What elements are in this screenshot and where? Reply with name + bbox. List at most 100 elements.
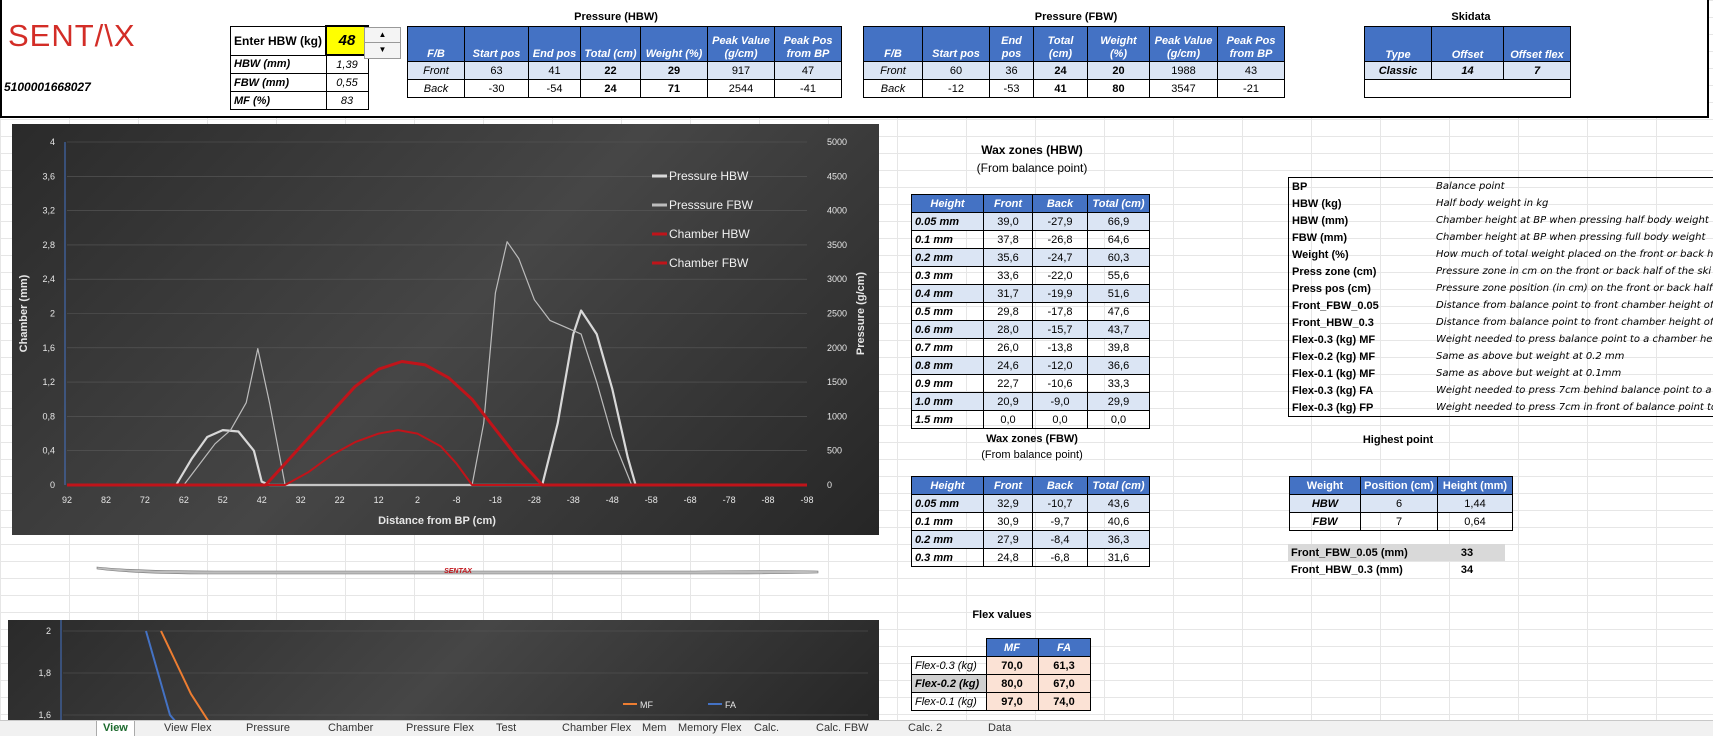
sheet-tab[interactable]: Mem [642, 722, 667, 734]
table-cell: 22 [580, 61, 641, 80]
y2-tick-label: 4500 [827, 171, 847, 181]
sheet-tab[interactable]: View Flex [164, 722, 212, 734]
table-cell: 3547 [1149, 79, 1218, 98]
y2-axis-title: Pressure (g/cm) [855, 272, 867, 355]
glossary-definition: Same as above but weight at 0.1mm [1436, 368, 1622, 379]
sheet-tab[interactable]: Calc. 2 [908, 722, 943, 734]
glossary-definition: Half body weight in kg [1436, 198, 1549, 209]
table-cell: -53 [989, 79, 1034, 98]
table-cell: 0.6 mm [911, 320, 984, 339]
hbw-input-field[interactable]: 48 [325, 25, 369, 56]
y2-tick-label: 2500 [827, 309, 847, 319]
sheet-tab[interactable]: Memory Flex [678, 722, 742, 734]
input-row-label: FBW (mm) [230, 73, 327, 92]
y2-tick-label: 0 [827, 480, 832, 490]
table-cell: 35,6 [983, 248, 1033, 267]
x-tick-label: 22 [335, 495, 345, 505]
glossary-definition: Weight needed to press 7cm in front of b… [1436, 402, 1713, 413]
sheet-tab[interactable]: Calc. [754, 722, 780, 734]
sheet-tab[interactable] [1070, 721, 1082, 736]
front-value-label: Front_HBW_0.3 (mm) [1291, 563, 1403, 576]
table-cell: 28,0 [983, 320, 1033, 339]
glossary-term: Front_HBW_0.3 [1292, 316, 1374, 329]
sheet-tab[interactable]: Calc. FBW [816, 722, 869, 734]
table-cell: -9,7 [1032, 512, 1088, 531]
sheet-tab[interactable]: Test [496, 722, 517, 734]
table-cell: -15,7 [1032, 320, 1088, 339]
table-cell: -13,8 [1032, 338, 1088, 357]
table-cell: 70,0 [985, 656, 1039, 675]
flex-title: Flex values [972, 609, 1032, 621]
table-cell: -12 [922, 79, 990, 98]
sheet-tab[interactable]: View [96, 721, 135, 736]
column-header: Offset [1431, 26, 1504, 62]
sheet-tab[interactable]: Chamber [328, 722, 374, 734]
sheet-tab[interactable]: Pressure [246, 722, 291, 734]
y2-tick-label: 3000 [827, 274, 847, 284]
input-row-value: 1,39 [325, 54, 369, 74]
glossary-term: FBW (mm) [1292, 231, 1347, 244]
y-tick-label: 1,6 [38, 710, 51, 720]
ski-illustration: SENTAX [96, 566, 819, 575]
table-cell: 0.3 mm [911, 548, 984, 567]
sheet-tab[interactable]: Pressure Flex [406, 722, 474, 734]
glossary-definition: How much of total weight placed on the f… [1436, 249, 1713, 260]
spin-up-icon[interactable]: ▲ [365, 28, 400, 43]
highest-table: Weight Position (cm) Height (mm) HBW 6 1,44 FB… [1289, 476, 1513, 531]
x-tick-label: 32 [296, 495, 306, 505]
wax-fbw-table: Height Front Back Total (cm) 0.05 mm 32,9 -10,… [911, 476, 1150, 567]
table-cell: -8,4 [1032, 530, 1088, 549]
y-tick-label: 0,4 [42, 446, 55, 456]
y-tick-label: 1,8 [38, 668, 51, 678]
glossary-term: Flex-0.2 (kg) MF [1292, 350, 1376, 363]
column-header: Height [911, 194, 984, 213]
column-header: MF [985, 638, 1039, 657]
glossary-term: Flex-0.3 (kg) FA [1292, 384, 1374, 397]
glossary-definition: Same as above but weight at 0.2 mm [1436, 351, 1625, 362]
y2-tick-label: 5000 [827, 137, 847, 147]
sheet-tab[interactable]: Chamber Flex [562, 722, 632, 734]
table-cell: 63 [464, 61, 529, 80]
table-cell: -24,7 [1032, 248, 1088, 267]
table-cell: 66,9 [1087, 212, 1150, 231]
sheet-tabs: View View Flex Pressure Chamber Pressure Fle… [0, 720, 1713, 736]
sheet-tab[interactable]: Data [988, 722, 1012, 734]
table-cell: 0.5 mm [911, 302, 984, 321]
glossary-term: HBW (mm) [1292, 214, 1349, 227]
table-cell: -12,0 [1032, 356, 1088, 375]
table-cell: 2544 [707, 79, 775, 98]
glossary-table: BP Balance point HBW (kg) Half body weight … [1288, 177, 1713, 417]
glossary-term: Press pos (cm) [1292, 282, 1371, 295]
table-cell: -17,8 [1032, 302, 1088, 321]
skidata-table: Type Offset Offset flex Classic 14 7 [1364, 26, 1571, 98]
series-line [67, 360, 807, 487]
x-tick-label: 52 [218, 495, 228, 505]
x-tick-label: -78 [723, 495, 736, 505]
column-header: Peak Value (g/cm) [707, 26, 775, 62]
glossary-definition: Pressure zone in cm on the front or back… [1436, 266, 1712, 277]
table-cell: 80 [1087, 79, 1150, 98]
series-line [67, 241, 807, 486]
table-cell: 67,0 [1037, 674, 1091, 693]
table-cell: 1988 [1149, 61, 1218, 80]
table-cell: 36 [989, 61, 1034, 80]
table-cell: HBW [1289, 494, 1361, 513]
y-tick-label: 0 [50, 480, 55, 490]
table-cell: 20,9 [983, 392, 1033, 411]
input-row-value: 0,55 [325, 73, 369, 92]
legend-label: Chamber FBW [669, 256, 749, 270]
y2-tick-label: 500 [827, 446, 842, 456]
y-tick-label: 3,6 [42, 171, 55, 181]
table-cell: 33,3 [1087, 374, 1150, 393]
sheet-tab[interactable] [8, 721, 20, 736]
series-line [160, 630, 219, 736]
table-cell: 24 [1033, 61, 1088, 80]
column-header: Height (mm) [1437, 476, 1513, 495]
table-cell: 32,9 [983, 494, 1033, 513]
hbw-spinner[interactable]: ▲ ▼ [364, 27, 401, 59]
table-cell: -21 [1217, 79, 1285, 98]
y-tick-label: 3,2 [42, 206, 55, 216]
wax-hbw-title: Wax zones (HBW) [981, 143, 1083, 157]
glossary-definition: Distance from balance point to front cha… [1436, 317, 1713, 328]
spin-down-icon[interactable]: ▼ [378, 45, 387, 54]
